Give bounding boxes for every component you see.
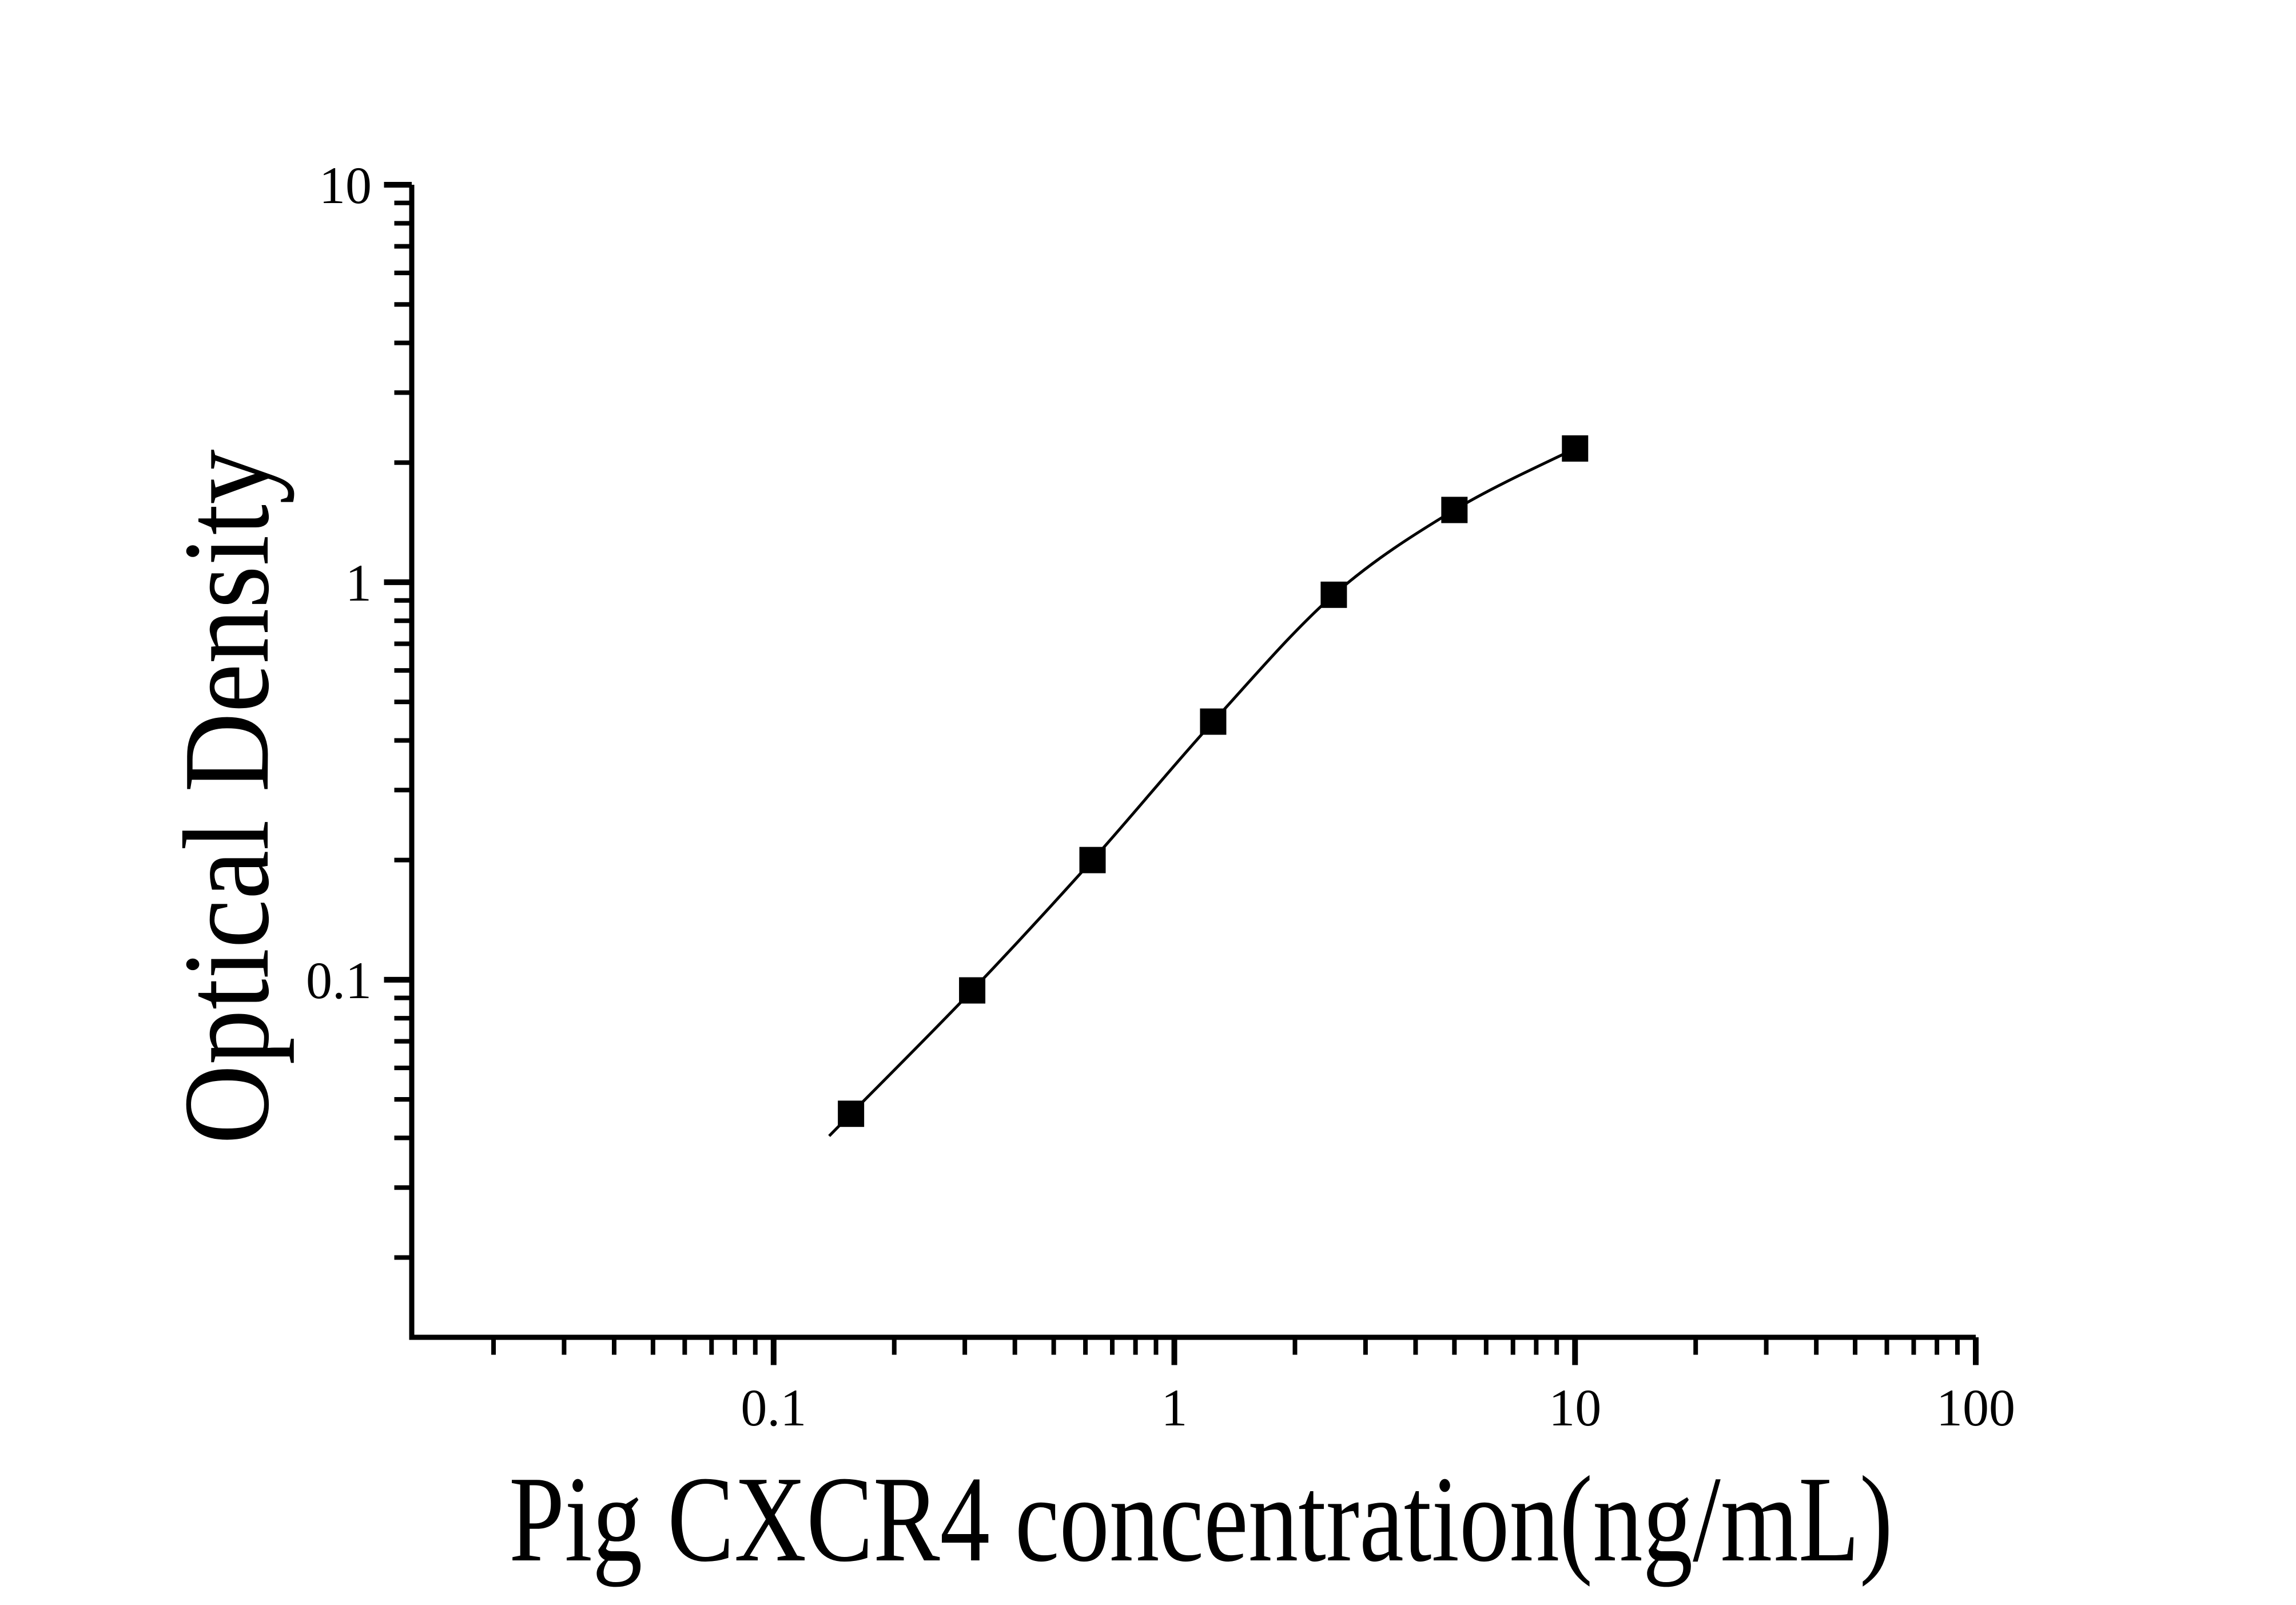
axis-lines (409, 185, 1976, 1340)
data-point-marker (1079, 847, 1106, 873)
y-tick-label: 0.1 (306, 951, 372, 1010)
data-point-marker (1320, 581, 1347, 608)
data-point-marker (838, 1101, 865, 1127)
x-tick-label: 100 (1936, 1378, 2015, 1437)
y-tick-label: 1 (345, 554, 372, 612)
x-axis-title: Pig CXCR4 concentration(ng/mL) (509, 1451, 1893, 1587)
data-point-marker (1200, 708, 1227, 735)
data-point-marker (1441, 496, 1468, 523)
y-tick-label: 10 (319, 156, 372, 214)
standard-curve-line (828, 447, 1576, 1137)
data-point-marker (1562, 435, 1589, 462)
x-tick-label: 10 (1549, 1378, 1601, 1437)
data-point-marker (959, 977, 986, 1004)
plot-generated-layer: 0.1 1 10 100 0.1 1 10 (306, 156, 2015, 1437)
y-axis-title: Optical Density (158, 450, 295, 1145)
x-tick-label: 0.1 (741, 1378, 806, 1437)
x-tick-label: 1 (1161, 1378, 1188, 1437)
